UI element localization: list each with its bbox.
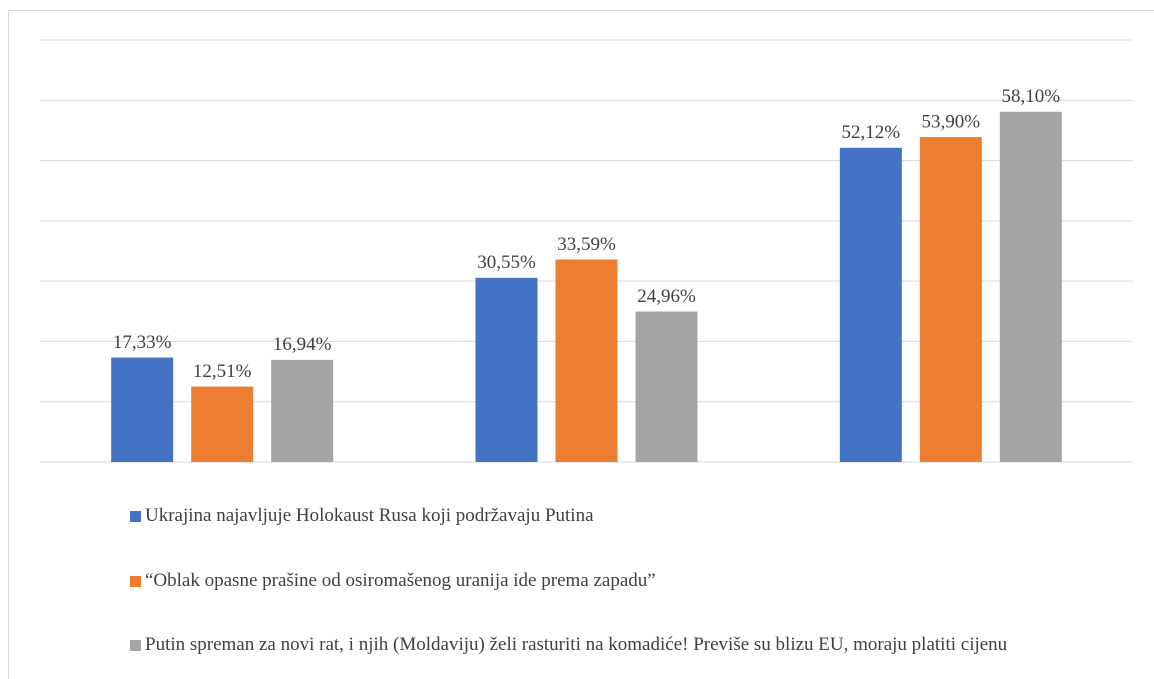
bar xyxy=(919,137,982,462)
data-label: 12,51% xyxy=(193,361,252,382)
data-label: 30,55% xyxy=(477,252,536,273)
legend-label: Ukrajina najavljuje Holokaust Rusa koji … xyxy=(145,505,594,526)
data-label: 33,59% xyxy=(557,234,616,255)
legend-swatch xyxy=(130,511,141,522)
bar xyxy=(839,147,902,462)
legend-label: Putin spreman za novi rat, i njih (Molda… xyxy=(145,634,1008,655)
bar xyxy=(475,277,538,462)
bar xyxy=(635,311,698,462)
data-label: 52,12% xyxy=(842,122,901,143)
legend-item: Ukrajina najavljuje Holokaust Rusa koji … xyxy=(130,505,1090,527)
data-label: 17,33% xyxy=(113,332,172,353)
bar xyxy=(999,111,1062,463)
data-label: 58,10% xyxy=(1002,86,1061,107)
bar xyxy=(271,359,334,462)
data-label: 24,96% xyxy=(637,286,696,307)
legend-label: “Oblak opasne prašine od osiromašenog ur… xyxy=(145,569,656,591)
legend-item: Putin spreman za novi rat, i njih (Molda… xyxy=(130,634,1090,656)
bar xyxy=(111,357,174,462)
legend-item: “Oblak opasne prašine od osiromašenog ur… xyxy=(130,570,1090,592)
legend-swatch xyxy=(130,640,141,651)
legend-swatch xyxy=(130,575,141,587)
data-label: 53,90% xyxy=(922,111,981,132)
bar xyxy=(191,386,254,462)
bar xyxy=(555,259,618,462)
chart-frame xyxy=(8,10,1154,679)
data-label: 16,94% xyxy=(273,334,332,355)
